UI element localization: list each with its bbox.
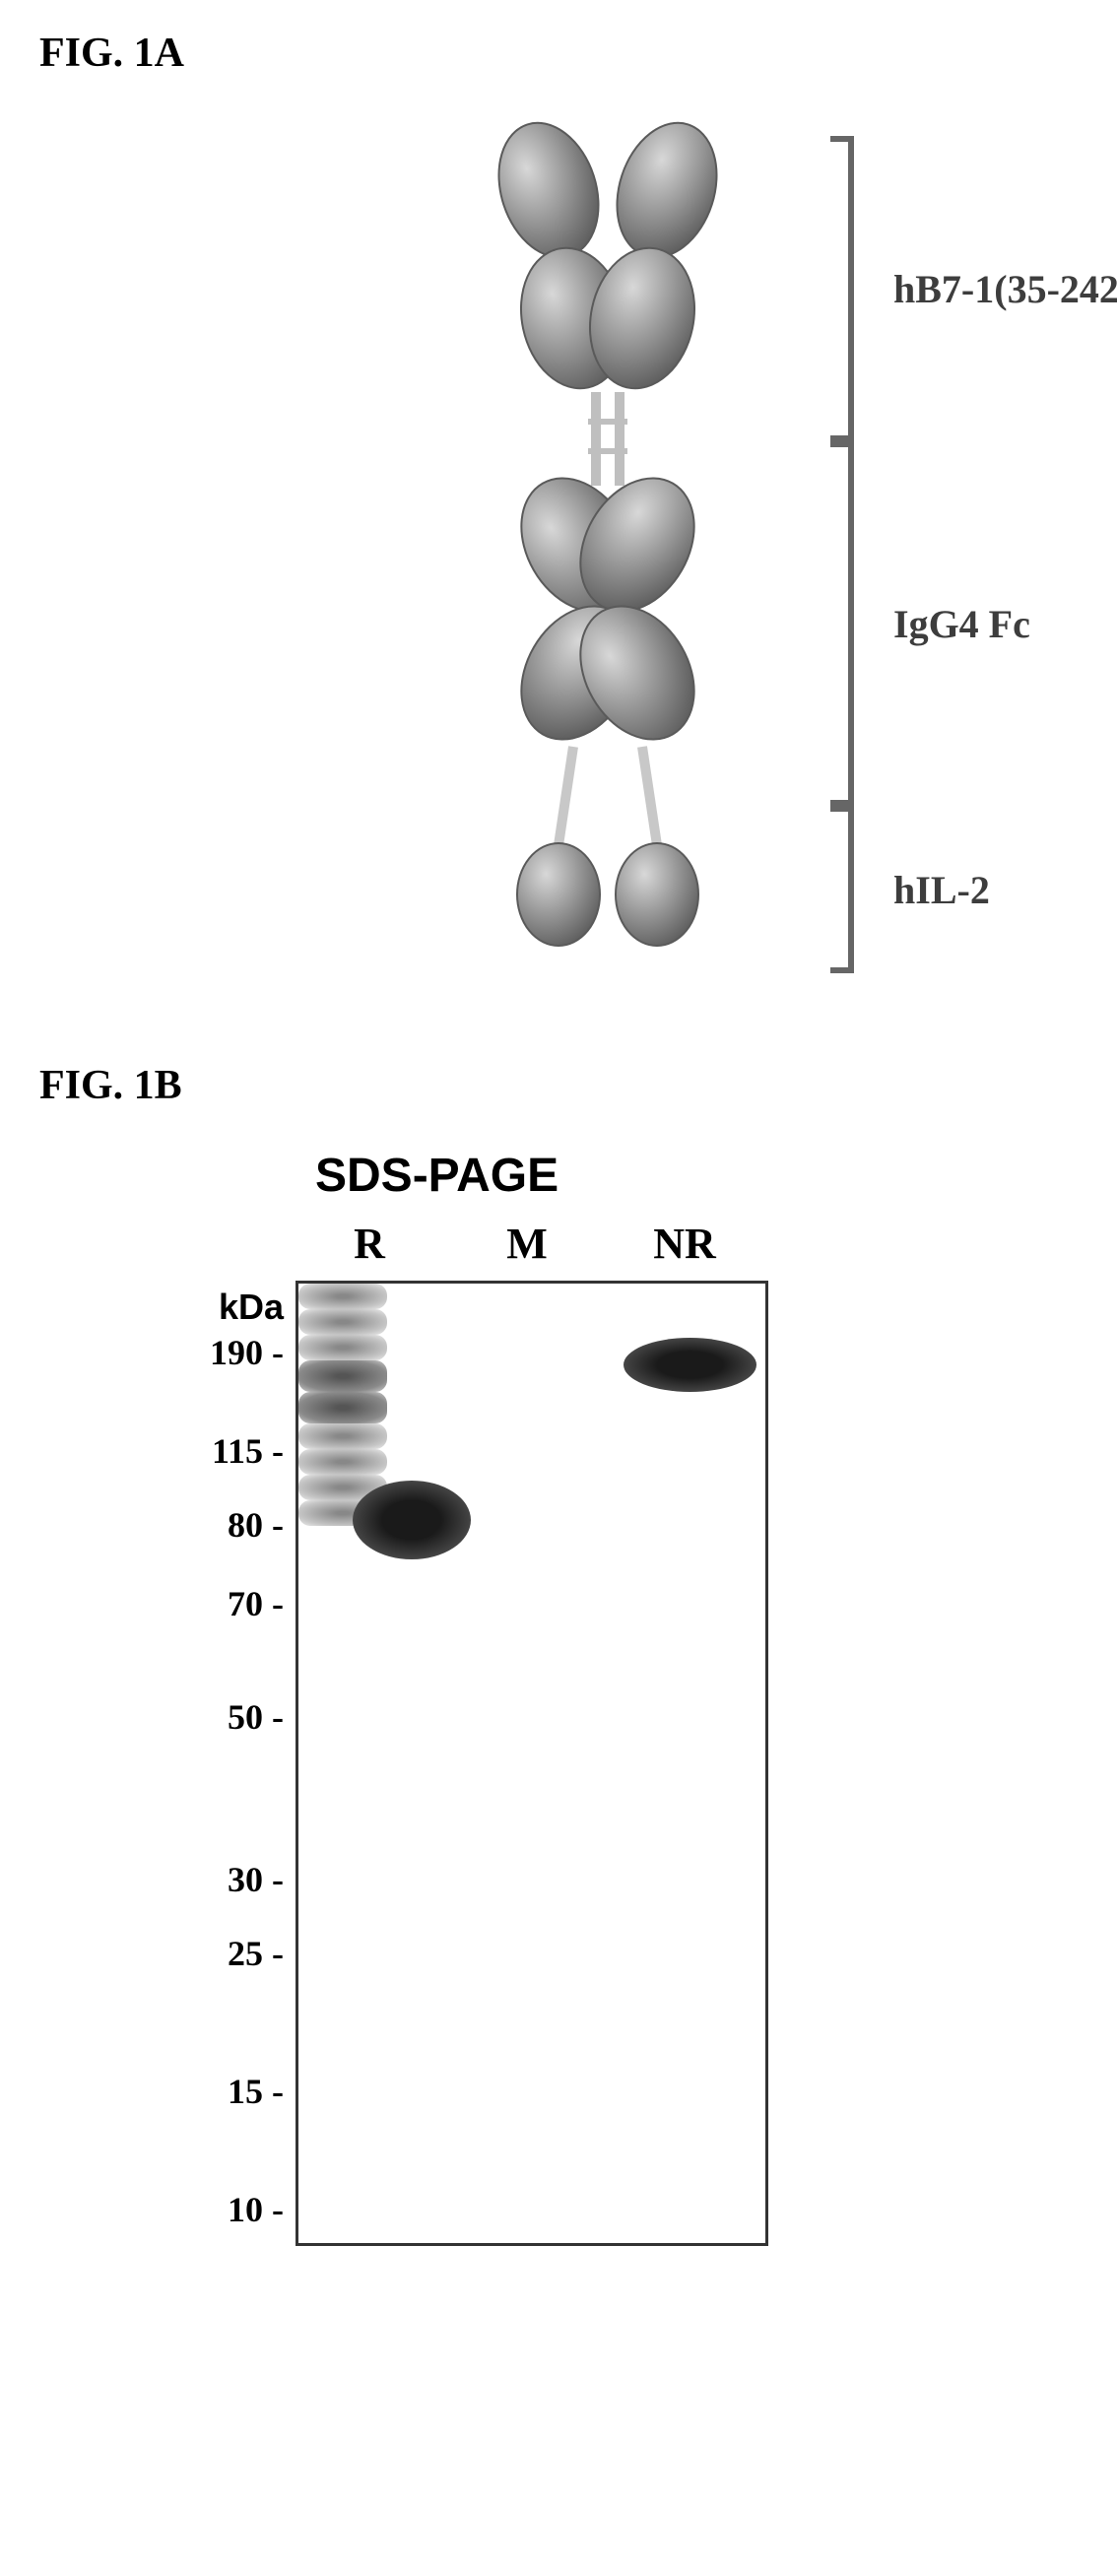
b7-1-domain-outer-right — [601, 110, 734, 271]
mw-label-10: 10 - — [228, 2189, 284, 2230]
b7-1-domain-outer-left — [483, 110, 616, 271]
mw-label-115: 115 - — [212, 1430, 284, 1472]
mw-label-30: 30 - — [228, 1859, 284, 1900]
marker-band-80 — [298, 1335, 387, 1360]
lane-header-nr: NR — [635, 1219, 734, 1269]
marker-band-70 — [298, 1360, 387, 1392]
label-b7-1: hB7-1(35-242) — [893, 266, 1117, 312]
bracket-shape-b7-1 — [815, 136, 854, 441]
protein-svg — [430, 97, 785, 983]
label-il2: hIL-2 — [893, 867, 990, 913]
figure-1a-panel: hB7-1(35-242) IgG4 Fc hIL-2 — [167, 97, 1078, 983]
marker-band-50 — [298, 1392, 387, 1423]
bracket-shape-il2 — [815, 806, 854, 973]
fusion-protein-diagram — [430, 97, 785, 983]
figure-1a-label: FIG. 1A — [39, 30, 1078, 77]
marker-band-25 — [298, 1449, 387, 1475]
mw-label-25: 25 - — [228, 1933, 284, 1974]
mw-label-50: 50 - — [228, 1696, 284, 1738]
mw-label-190: 190 - — [210, 1332, 284, 1373]
bracket-igg4fc: IgG4 Fc — [815, 441, 1030, 806]
gel-box — [296, 1281, 768, 2246]
nonreduced-band — [624, 1338, 756, 1392]
il2-right — [616, 843, 698, 946]
gel-body: kDa 190 - 115 - 80 - 70 - 50 - 30 - 25 - 15 - 10… — [138, 1281, 1078, 2246]
mw-label-80: 80 - — [228, 1504, 284, 1546]
label-igg4fc: IgG4 Fc — [893, 601, 1030, 647]
figure-1b-label: FIG. 1B — [39, 1062, 1078, 1109]
marker-band-190 — [298, 1284, 387, 1309]
figure-1b-panel: SDS-PAGE R M NR kDa 190 - 115 - 80 - 70 - 50… — [138, 1149, 1078, 2246]
kda-unit: kDa — [219, 1287, 284, 1328]
il2-left — [517, 843, 600, 946]
lane-headers: R M NR — [320, 1219, 1078, 1269]
lane-header-r: R — [320, 1219, 419, 1269]
mw-label-70: 70 - — [228, 1583, 284, 1624]
linker-left — [558, 747, 573, 845]
lane-header-m: M — [478, 1219, 576, 1269]
bracket-shape-igg4fc — [815, 441, 854, 806]
marker-band-30 — [298, 1423, 387, 1449]
bracket-il2: hIL-2 — [815, 806, 990, 973]
mw-column: kDa 190 - 115 - 80 - 70 - 50 - 30 - 25 - 15 - 10… — [138, 1281, 296, 2246]
bracket-b7-1: hB7-1(35-242) — [815, 136, 1117, 441]
gel-title: SDS-PAGE — [315, 1149, 1078, 1203]
reduced-band — [353, 1481, 471, 1559]
linker-right — [642, 747, 657, 845]
mw-label-15: 15 - — [228, 2071, 284, 2112]
marker-band-115 — [298, 1309, 387, 1335]
